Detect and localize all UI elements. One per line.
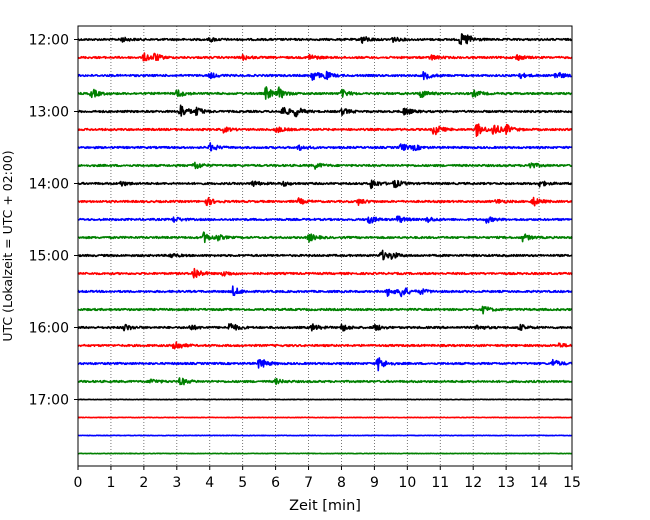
seismic-trace	[77, 452, 573, 455]
x-tick-label: 11	[431, 475, 449, 491]
seismic-trace	[77, 434, 573, 437]
x-tick-label: 15	[563, 475, 581, 491]
x-tick-label: 13	[497, 475, 515, 491]
seismic-trace	[77, 341, 573, 350]
seismic-trace	[77, 123, 573, 137]
y-tick-label: 15:00	[29, 249, 69, 265]
seismic-trace	[77, 305, 573, 315]
y-tick-label: 12:00	[29, 33, 69, 49]
seismic-trace	[77, 142, 573, 152]
seismic-trace	[77, 70, 573, 81]
seismic-trace	[77, 377, 573, 386]
seismic-trace	[77, 398, 573, 401]
plot-background	[78, 26, 572, 466]
seismic-trace	[77, 52, 573, 62]
y-axis: 12:00 13:00 14:00 15:00 16:00 17:00	[29, 33, 78, 409]
seismic-trace	[77, 322, 573, 332]
seismic-trace	[77, 249, 573, 261]
y-tick-label: 17:00	[29, 393, 69, 409]
x-tick-label: 3	[172, 475, 181, 491]
x-tick-label: 9	[370, 475, 379, 491]
x-axis-label: Zeit [min]	[289, 498, 361, 514]
x-tick-label: 0	[74, 475, 83, 491]
x-tick-label: 12	[464, 475, 482, 491]
x-axis: 0 1 2 3 4 5 6 7 8 9 10 11 12 13 14 15	[74, 466, 581, 491]
seismic-trace	[77, 196, 573, 207]
y-axis-label: UTC (Lokalzeit = UTC + 02:00)	[0, 150, 15, 341]
seismic-trace	[77, 285, 573, 298]
y-tick-label: 14:00	[29, 177, 69, 193]
seismic-trace	[77, 416, 573, 419]
grid-lines	[110, 26, 540, 466]
seismic-trace	[77, 86, 573, 100]
seismic-trace	[77, 231, 573, 244]
seismic-trace	[77, 357, 573, 372]
trace-group	[77, 33, 573, 455]
seismic-trace	[77, 267, 573, 279]
x-tick-label: 10	[398, 475, 416, 491]
x-tick-label: 8	[337, 475, 346, 491]
x-tick-label: 7	[304, 475, 313, 491]
seismic-trace	[77, 179, 573, 190]
x-tick-label: 6	[271, 475, 280, 491]
x-tick-label: 4	[205, 475, 214, 491]
seismic-trace	[77, 161, 573, 170]
plot-frame	[77, 25, 573, 467]
x-tick-label: 2	[139, 475, 148, 491]
x-tick-label: 5	[238, 475, 247, 491]
x-tick-label: 1	[106, 475, 115, 491]
seismic-trace	[77, 104, 573, 118]
seismic-trace	[77, 215, 573, 224]
y-tick-label: 13:00	[29, 105, 69, 121]
x-tick-label: 14	[530, 475, 548, 491]
y-tick-label: 16:00	[29, 321, 69, 337]
seismic-trace	[77, 33, 573, 46]
